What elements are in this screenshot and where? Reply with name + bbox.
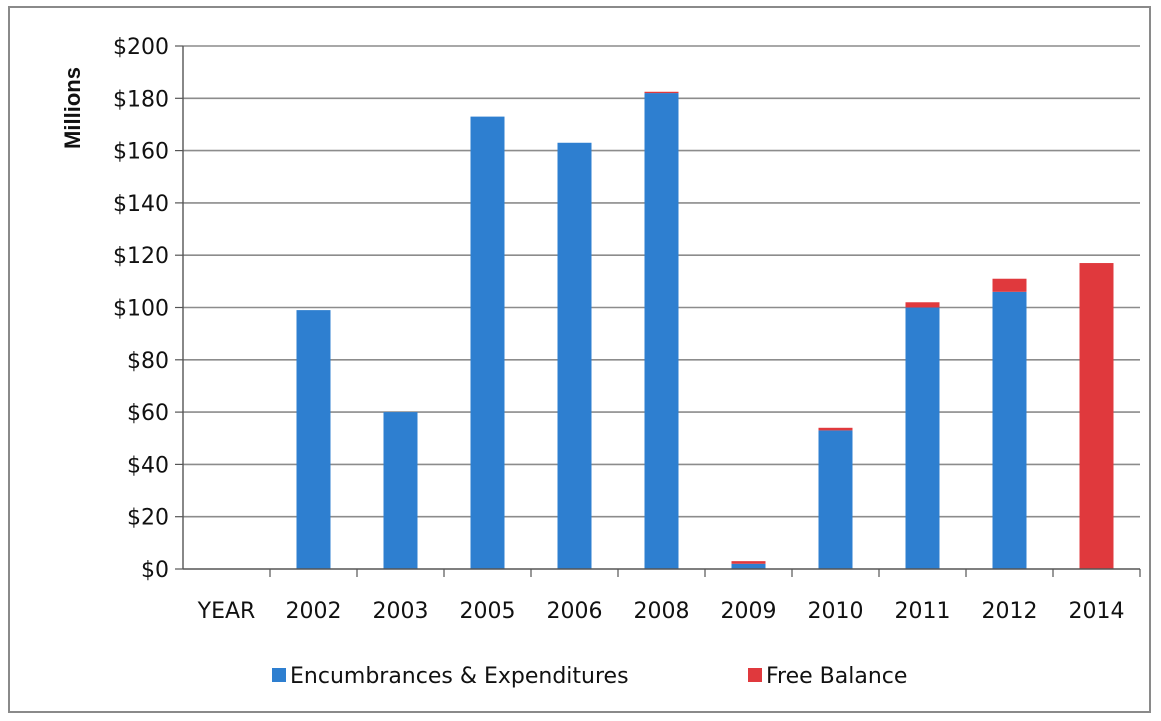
y-tick-label: $120 [113,244,169,269]
y-tick-label: $160 [113,140,169,165]
legend-swatch-free-balance [748,668,762,682]
bar-free-balance [644,91,679,94]
bar-encumbrances [557,142,592,569]
x-tick-label: 2006 [547,599,603,624]
x-tick-label: YEAR [197,599,256,624]
x-tick-label: 2011 [895,599,951,624]
x-tick-label: 2003 [373,599,429,624]
bar-encumbrances [905,307,940,569]
bar-free-balance [905,302,940,308]
y-tick-label: $140 [113,192,169,217]
y-axis-ticks: $0 $20 $40 $60 $80 $100 $120 $140 $160 $180 $200 [113,35,183,583]
y-tick-label: $60 [127,401,169,426]
y-tick-label: $80 [127,349,169,374]
x-tick-label: 2008 [634,599,690,624]
x-axis-ticks: YEAR 2002 2003 2005 2006 2008 2009 2010 2011 2012… [197,569,1141,624]
x-tick-label: 2010 [808,599,864,624]
bar-encumbrances [644,93,679,569]
bar-encumbrances [818,430,853,569]
bars [296,91,1114,569]
x-tick-label: 2014 [1069,599,1125,624]
x-axis [182,46,1140,570]
bar-free-balance [1079,263,1114,569]
legend-swatch-encumbrances [272,668,286,682]
x-tick-label: 2012 [982,599,1038,624]
bar-encumbrances [470,116,505,569]
bar-encumbrances [296,310,331,569]
y-tick-label: $180 [113,87,169,112]
y-tick-label: $40 [127,453,169,478]
x-tick-label: 2009 [721,599,777,624]
legend-label-free-balance: Free Balance [766,664,907,689]
bar-encumbrances [992,291,1027,569]
bar-encumbrances [383,412,418,569]
y-tick-label: $0 [141,558,169,583]
x-tick-label: 2002 [286,599,342,624]
y-tick-label: $20 [127,506,169,531]
legend-label-encumbrances: Encumbrances & Expenditures [290,664,629,689]
y-tick-label: $200 [113,35,169,60]
bar-free-balance [818,427,853,431]
y-tick-label: $100 [113,297,169,322]
legend: Encumbrances & Expenditures Free Balance [272,664,907,689]
bar-encumbrances [731,563,766,569]
x-tick-label: 2005 [460,599,516,624]
bar-free-balance [992,278,1027,292]
bar-free-balance [731,561,766,564]
y-axis-label: Millions [60,67,85,149]
